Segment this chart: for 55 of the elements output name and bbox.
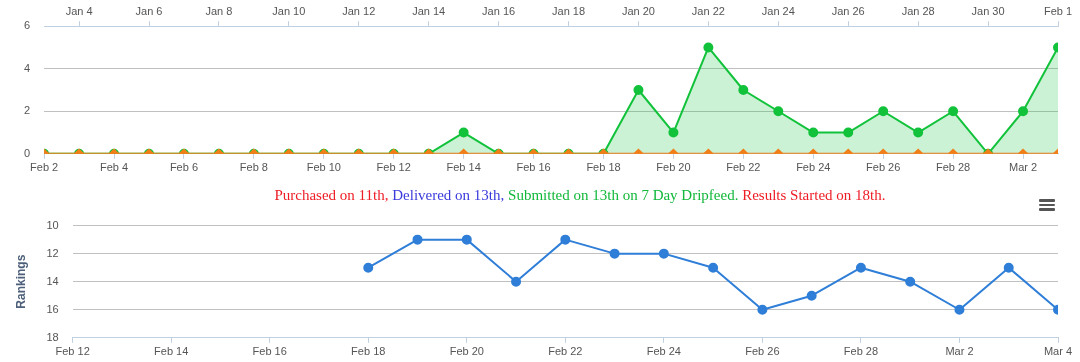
x2-tick-label: Jan 28 (901, 4, 935, 17)
x2-tick-label: Jan 18 (552, 4, 586, 17)
x-tick-label: Feb 16 (516, 161, 551, 174)
y-tick-label: 16 (46, 302, 59, 315)
x2-tick-label: Jan 12 (342, 4, 376, 17)
y-tick-label: 10 (46, 218, 59, 231)
x-tick-label: Feb 24 (796, 161, 831, 174)
x2-tick-label: Jan 20 (621, 4, 655, 17)
x-tick-label: Feb 28 (935, 161, 971, 174)
x-tick-label: Feb 14 (446, 161, 481, 174)
x2-tick-label: Feb 1 (1043, 4, 1073, 17)
x-tick-label: Feb 2 (30, 161, 59, 174)
x-tick-label: Feb 26 (866, 161, 901, 174)
x2-tick-label: Jan 16 (482, 4, 516, 17)
y-tick-label: 4 (23, 61, 31, 74)
x-tick-label: Feb 28 (843, 345, 879, 358)
y-tick-label: 18 (46, 330, 59, 343)
x-tick-label: Feb 18 (351, 345, 386, 358)
x-tick-label: Feb 8 (239, 161, 268, 174)
x-tick-label: Feb 12 (376, 161, 411, 174)
x2-tick-label: Jan 6 (135, 4, 163, 17)
x2-tick-label: Jan 14 (412, 4, 446, 17)
x2-tick-label: Jan 26 (831, 4, 865, 17)
x-tick-label: Mar 4 (1043, 345, 1073, 358)
x-tick-label: Mar 2 (1008, 161, 1038, 174)
x-tick-label: Feb 22 (548, 345, 583, 358)
x2-tick-label: Jan 24 (761, 4, 795, 17)
x-tick-label: Feb 22 (726, 161, 761, 174)
x-tick-label: Feb 12 (55, 345, 90, 358)
text: Results Started on 18th. (741, 187, 886, 203)
x-tick-label: Feb 4 (99, 161, 129, 174)
x-tick-label: Feb 16 (252, 345, 287, 358)
text: Delivered on 13th, (391, 187, 505, 203)
x-tick-label: Feb 20 (656, 161, 691, 174)
x2-tick-label: Jan 22 (691, 4, 725, 17)
x-tick-label: Feb 20 (449, 345, 484, 358)
y-tick-label: 12 (46, 246, 59, 259)
x2-tick-label: Jan 10 (272, 4, 306, 17)
x-tick-label: Feb 6 (169, 161, 199, 174)
y-tick-label: 6 (23, 19, 31, 32)
x-tick-label: Feb 24 (646, 345, 681, 358)
y-axis-title: Rankings (13, 254, 28, 309)
x-tick-label: Feb 18 (586, 161, 621, 174)
text: Submitted on 13th on 7 Day Dripfeed. (507, 187, 739, 203)
x-tick-label: Feb 10 (306, 161, 341, 174)
x-tick-label: Feb 14 (154, 345, 189, 358)
y-tick-label: 2 (23, 104, 31, 117)
x-tick-label: Feb 26 (745, 345, 780, 358)
x-tick-label: Mar 2 (945, 345, 974, 358)
y-tick-label: 14 (46, 274, 59, 287)
x2-tick-label: Jan 4 (65, 4, 93, 17)
x2-tick-label: Jan 30 (971, 4, 1005, 17)
x2-tick-label: Jan 8 (205, 4, 233, 17)
text: Purchased on 11th, (274, 187, 389, 203)
y-tick-label: 0 (23, 146, 31, 159)
